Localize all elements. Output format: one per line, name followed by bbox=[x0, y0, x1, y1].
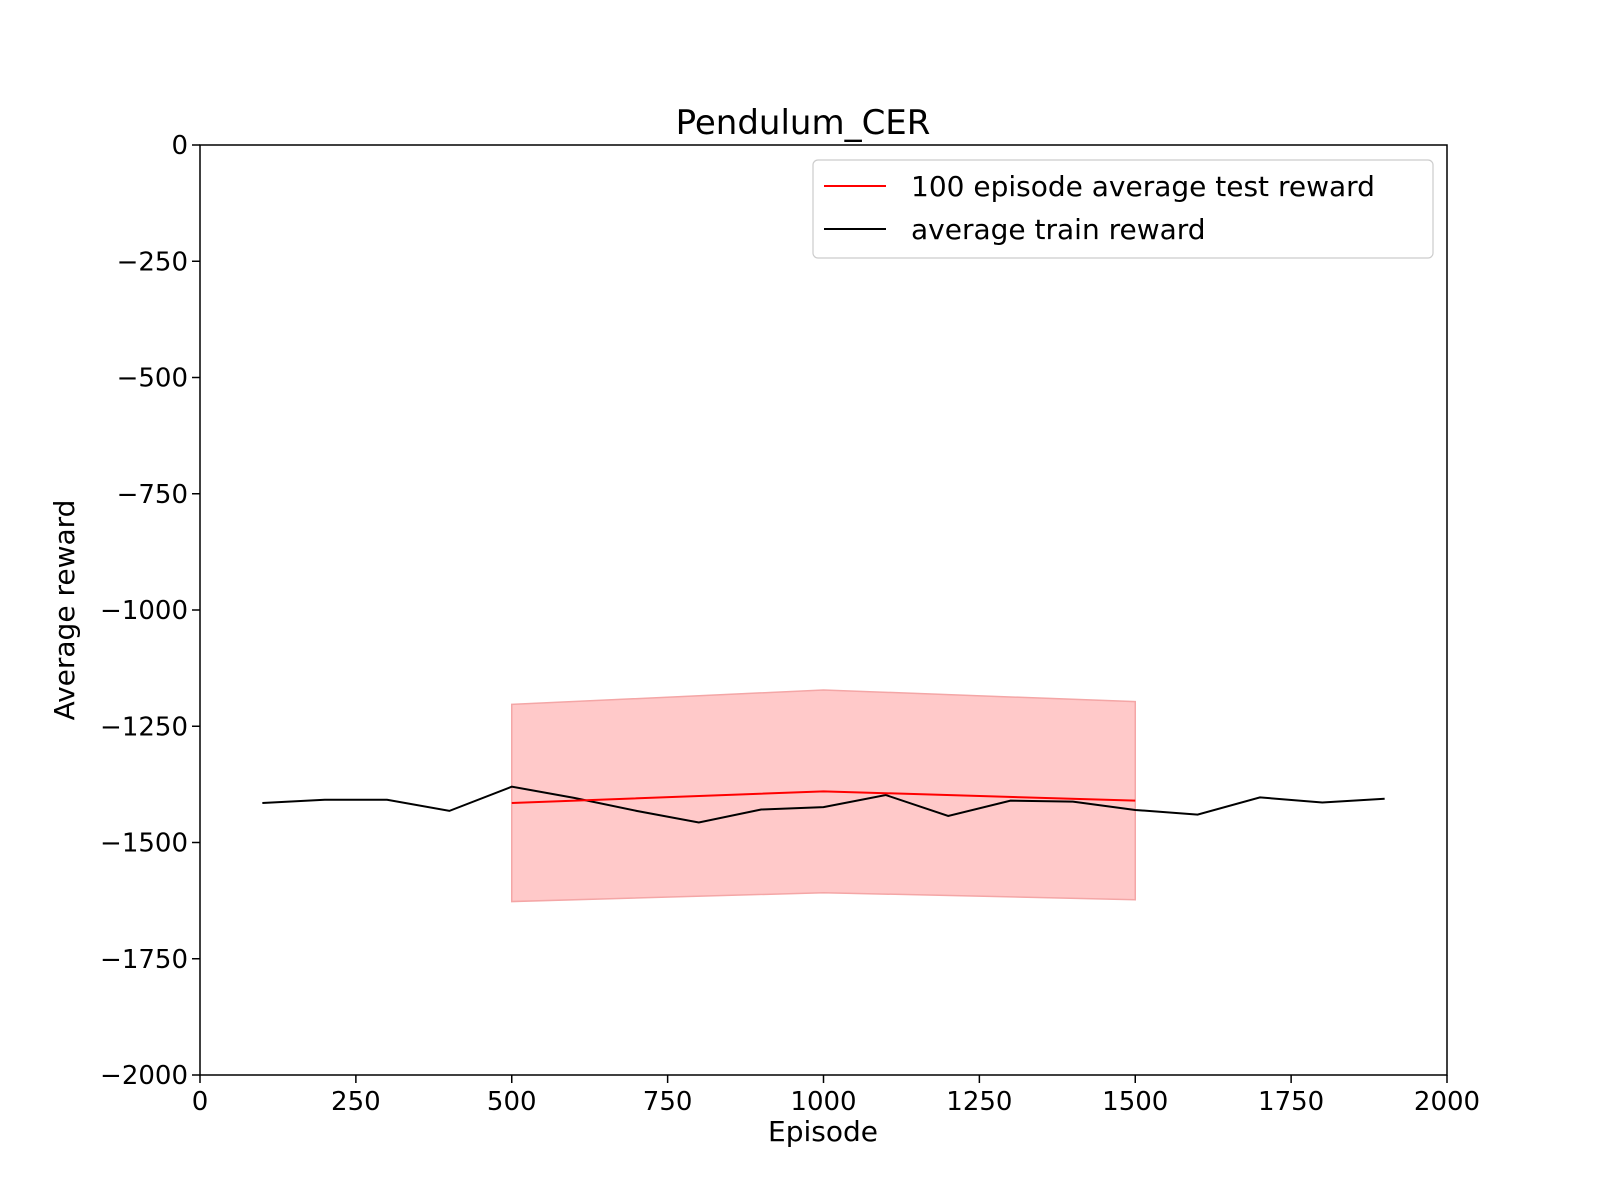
y-axis-label: Average reward bbox=[48, 500, 81, 721]
legend: 100 episode average test reward average … bbox=[812, 159, 1434, 259]
y-tick-label: −1250 bbox=[100, 712, 188, 742]
y-tick-label: −500 bbox=[117, 364, 188, 394]
x-tick-label: 250 bbox=[331, 1087, 381, 1117]
y-tick-label: −2000 bbox=[100, 1061, 188, 1091]
y-tick-label: −1750 bbox=[100, 945, 188, 975]
x-tick-label: 0 bbox=[192, 1087, 209, 1117]
legend-box bbox=[812, 159, 1434, 259]
x-tick-label: 2000 bbox=[1414, 1087, 1480, 1117]
test-reward-band bbox=[511, 689, 1136, 903]
axis-ticks: 0 250 500 750 1000 1250 1500 1750 2000 0 −250 −500 −… bbox=[100, 131, 1480, 1117]
x-tick-label: 1750 bbox=[1258, 1087, 1324, 1117]
series-line-test-reward bbox=[511, 790, 1136, 804]
x-tick-label: 1000 bbox=[790, 1087, 856, 1117]
chart-title: Pendulum_CER bbox=[676, 103, 931, 143]
legend-label-train-reward: average train reward bbox=[911, 213, 1206, 246]
y-tick-label: −250 bbox=[117, 247, 188, 277]
y-tick-label: 0 bbox=[171, 131, 188, 161]
x-tick-label: 500 bbox=[487, 1087, 537, 1117]
y-tick-label: −1000 bbox=[100, 596, 188, 626]
y-tick-label: −750 bbox=[117, 480, 188, 510]
x-tick-label: 1500 bbox=[1102, 1087, 1168, 1117]
x-tick-label: 1250 bbox=[946, 1087, 1012, 1117]
series-line-train-reward bbox=[262, 785, 1385, 824]
plot-layer bbox=[262, 689, 1385, 903]
x-tick-label: 750 bbox=[643, 1087, 693, 1117]
legend-label-test-reward: 100 episode average test reward bbox=[911, 170, 1375, 203]
x-axis-label: Episode bbox=[768, 1115, 878, 1148]
y-tick-label: −1500 bbox=[100, 829, 188, 859]
